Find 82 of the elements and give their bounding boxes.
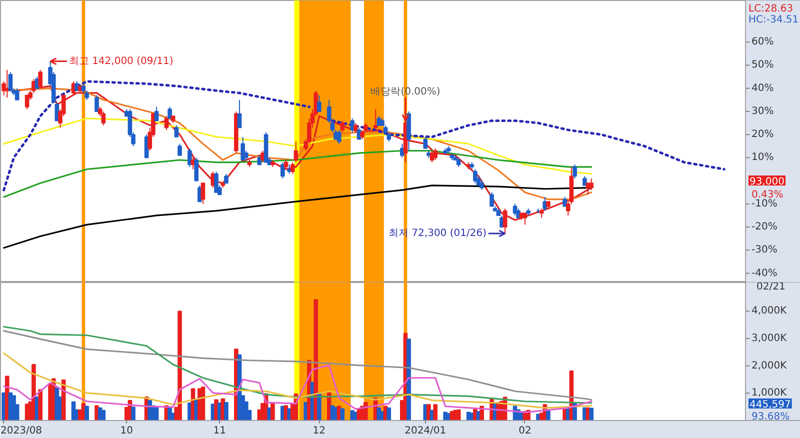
annotation: LC:28.63 [748, 4, 794, 14]
bar [84, 406, 89, 420]
candlestick [14, 88, 20, 100]
candlestick [154, 106, 159, 122]
bar [386, 407, 392, 420]
x-tick-label: 10 [120, 426, 134, 436]
candlestick [200, 182, 206, 204]
line-series [3, 364, 592, 414]
annotation: 93,000 [750, 176, 784, 188]
y-tick-label: 4,000K [752, 306, 788, 317]
x-tick-label: 02 [518, 426, 532, 436]
candlestick [340, 120, 345, 133]
candlestick [94, 94, 99, 112]
candlestick [188, 148, 192, 168]
bar [224, 402, 228, 420]
candlestick [214, 171, 218, 193]
bar [433, 404, 438, 420]
bar [406, 338, 411, 420]
y-tick-label: 60% [752, 36, 774, 48]
candlestick [74, 80, 80, 92]
y-tick-label: 3,000K [752, 333, 788, 344]
candlestick [373, 108, 378, 130]
y-tick-label: -10% [752, 198, 778, 210]
candlestick [284, 159, 288, 170]
x-tick-label: 12 [312, 426, 326, 436]
annotation: 93.68% [752, 412, 790, 422]
bar [314, 299, 318, 420]
bar [363, 402, 368, 420]
candlestick [516, 208, 520, 218]
candlestick [8, 72, 13, 92]
candlestick [350, 118, 355, 133]
annotation: 0.43% [752, 190, 784, 200]
candlestick [164, 116, 169, 130]
y-tick-label: 1,000K [752, 388, 788, 399]
candlestick [224, 173, 228, 184]
bar [270, 403, 275, 420]
bar [589, 408, 594, 420]
line-series [3, 352, 592, 409]
y-tick-label: -30% [752, 244, 778, 256]
candlestick [174, 124, 179, 138]
x-tick-label: 11 [213, 426, 226, 436]
candlestick [542, 196, 548, 212]
candlestick [539, 208, 544, 218]
candlestick [572, 164, 577, 179]
y-tick-label: 20% [752, 129, 774, 140]
candlestick [400, 143, 404, 158]
candlestick [240, 136, 245, 160]
candlestick [178, 143, 182, 156]
candlestick [480, 180, 484, 191]
y-tick-label: 30% [752, 106, 774, 117]
candlestick [280, 162, 285, 179]
candlestick [194, 157, 199, 182]
y-tick-label: 50% [752, 60, 774, 71]
y-tick-label: 10% [752, 152, 774, 164]
x-tick-label: 2024/01 [404, 426, 446, 436]
bar [101, 410, 106, 420]
candlestick [456, 157, 461, 168]
candlestick [290, 162, 295, 174]
candlestick [294, 141, 298, 163]
x-tick-label: 2023/08 [0, 426, 42, 436]
candlestick [562, 196, 567, 207]
annotation: HC:-34.51 [748, 14, 799, 26]
candlestick [237, 99, 242, 128]
candlestick [317, 94, 322, 112]
candlestick [473, 168, 478, 184]
candlestick [433, 148, 438, 160]
candlestick [423, 136, 428, 149]
y-tick-label: 2,000K [752, 360, 788, 372]
y-tick-label: 40% [752, 82, 774, 94]
bar [340, 408, 345, 420]
y-tick-label: -20% [752, 222, 778, 233]
candlestick [101, 110, 106, 126]
annotation: 445,597 [750, 400, 791, 410]
candlestick [582, 176, 587, 186]
bar [38, 389, 42, 420]
y-tick-label: -40% [752, 268, 778, 279]
bar [456, 409, 461, 420]
candlestick [354, 122, 358, 133]
candlestick [336, 129, 342, 144]
line-series [3, 118, 592, 175]
candlestick [168, 106, 172, 119]
bar [131, 406, 136, 420]
